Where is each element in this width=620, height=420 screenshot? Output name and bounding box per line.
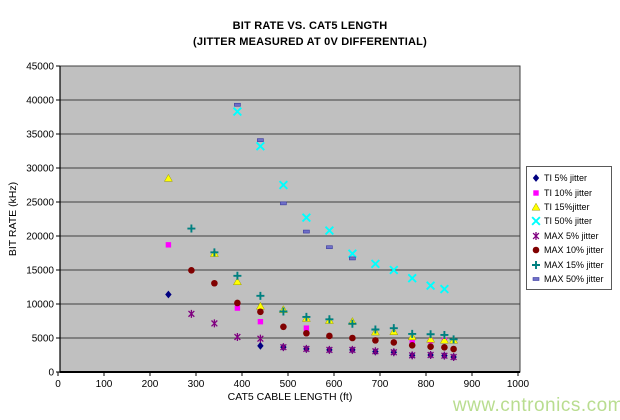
y-tick-label: 25000: [26, 198, 54, 209]
series-max-5-jitter: [188, 309, 457, 362]
y-tick-label: 10000: [26, 300, 54, 311]
y-tick-label: 0: [48, 368, 54, 379]
y-tick-label: 5000: [32, 334, 55, 345]
chart-title: BIT RATE VS. CAT5 LENGTH: [232, 20, 388, 32]
x-tick-label: 300: [188, 379, 205, 390]
star-marker-icon: [532, 231, 540, 240]
x-tick-label: 400: [234, 379, 251, 390]
y-tick-label: 40000: [26, 96, 54, 107]
legend-label: MAX 15% jitter: [544, 259, 604, 270]
legend-item: TI 5% jitter: [530, 171, 609, 185]
legend-item: MAX 10% jitter: [530, 243, 609, 257]
legend-item: TI 15%jitter: [530, 200, 609, 214]
x-tick-label: 500: [280, 379, 297, 390]
y-tick-label: 45000: [26, 62, 54, 73]
plus-marker-icon: [532, 260, 540, 269]
series-max-15-jitter: [187, 224, 458, 344]
series-max-10-jitter: [188, 267, 457, 353]
x-tick-label: 200: [142, 379, 159, 390]
plot-area: [59, 65, 521, 373]
legend-item: MAX 15% jitter: [530, 257, 609, 271]
square-marker-icon: [533, 189, 539, 196]
chart-subtitle: (JITTER MEASURED AT 0V DIFFERENTIAL): [193, 36, 427, 48]
x-tick-label: 600: [326, 379, 343, 390]
legend-item: MAX 50% jitter: [530, 272, 609, 286]
y-axis-title: BIT RATE (kHz): [7, 181, 19, 257]
legend-label: TI 5% jitter: [544, 173, 588, 184]
y-tick-label: 15000: [26, 266, 54, 277]
legend-item: TI 10% jitter: [530, 185, 609, 199]
legend-item: MAX 5% jitter: [530, 229, 609, 243]
circle-marker-icon: [532, 246, 540, 254]
triangle-marker-icon: [531, 202, 541, 211]
series-max-50-jitter: [234, 102, 356, 261]
series-ti-50-jitter: [232, 107, 449, 294]
x-marker-icon: [531, 216, 541, 226]
legend-label: MAX 5% jitter: [544, 230, 599, 241]
x-tick-label: 800: [418, 379, 435, 390]
chart-legend: TI 5% jitter TI 10% jitter TI 15%jitter TI …: [526, 166, 612, 291]
legend-label: MAX 10% jitter: [544, 245, 604, 256]
dash-marker-icon: [532, 277, 540, 281]
y-tick-label: 30000: [26, 164, 54, 175]
legend-label: TI 15%jitter: [544, 201, 590, 212]
legend-label: TI 50% jitter: [544, 216, 593, 227]
legend-label: TI 10% jitter: [544, 187, 593, 198]
x-axis-title: CAT5 CABLE LENGTH (ft): [227, 391, 353, 403]
x-tick-label: 700: [372, 379, 389, 390]
x-tick-label: 900: [464, 379, 481, 390]
x-tick-label: 100: [96, 379, 113, 390]
y-tick-label: 35000: [26, 130, 54, 141]
y-tick-label: 20000: [26, 232, 54, 243]
x-tick-label: 0: [55, 379, 61, 390]
diamond-marker-icon: [532, 174, 540, 183]
legend-item: TI 50% jitter: [530, 214, 609, 228]
watermark-text: www.cntronics.com: [452, 395, 620, 416]
x-tick-label: 1000: [507, 379, 530, 390]
legend-label: MAX 50% jitter: [544, 273, 604, 284]
